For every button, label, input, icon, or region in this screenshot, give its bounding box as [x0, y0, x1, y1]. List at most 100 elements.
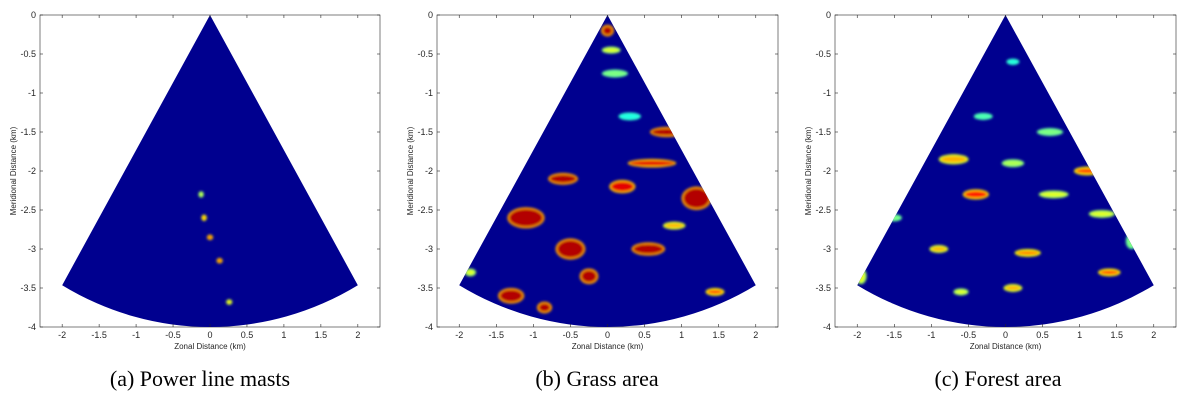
y-tick-label: -2	[823, 166, 831, 176]
hotspot	[208, 236, 212, 239]
x-tick-label: 0.5	[638, 330, 651, 340]
hotspot	[1003, 161, 1023, 166]
y-tick-label: 0	[428, 10, 433, 20]
y-tick-label: -0.5	[417, 49, 433, 59]
hotspot	[975, 114, 991, 118]
y-tick-label: -0.5	[815, 49, 831, 59]
x-tick-label: 1	[1077, 330, 1082, 340]
hotspot	[940, 156, 967, 163]
panel-2: -2 -1.5 -1 -0.5 0 0.5 1 1.5 2 0 -0.5 -1 -1.5 -2 -2.5 -3…	[406, 10, 779, 391]
hotspot	[1008, 60, 1018, 63]
hotspot	[1016, 250, 1039, 255]
hotspot	[550, 174, 576, 183]
y-tick-label: -4	[823, 322, 831, 332]
hotspot	[218, 259, 221, 262]
hotspot	[466, 270, 475, 275]
y-axis-label: Meridional Distance (km)	[9, 126, 18, 215]
hotspot	[603, 48, 619, 52]
x-tick-label: 2	[1151, 330, 1156, 340]
hotspot	[964, 191, 987, 198]
x-tick-label: 0.5	[1036, 330, 1049, 340]
panel-caption: (c) Forest area	[934, 366, 1061, 391]
x-tick-label: 1.5	[315, 330, 328, 340]
y-tick-label: -2.5	[20, 205, 36, 215]
y-tick-label: -3.5	[815, 283, 831, 293]
y-tick-label: 0	[31, 10, 36, 20]
y-tick-label: -3	[823, 244, 831, 254]
y-tick-label: -2	[28, 166, 36, 176]
x-axis-label: Zonal Distance (km)	[174, 342, 246, 351]
y-tick-label: -3.5	[417, 283, 433, 293]
x-tick-label: 0.5	[241, 330, 254, 340]
y-tick-label: -4	[28, 322, 36, 332]
x-tick-label: -2	[58, 330, 66, 340]
y-tick-label: -4	[425, 322, 433, 332]
x-tick-label: 1.5	[712, 330, 725, 340]
x-tick-label: -0.5	[165, 330, 181, 340]
x-tick-label: 1	[281, 330, 286, 340]
x-axis-label: Zonal Distance (km)	[572, 342, 644, 351]
hotspot	[1100, 270, 1119, 275]
panel-caption: (a) Power line masts	[110, 366, 290, 391]
hotspot	[1090, 211, 1113, 216]
x-tick-label: -1	[927, 330, 935, 340]
y-tick-label: -1.5	[20, 127, 36, 137]
hotspot	[203, 216, 205, 219]
y-tick-label: -0.5	[20, 49, 36, 59]
hotspot	[500, 289, 523, 302]
x-tick-label: -1	[529, 330, 537, 340]
y-tick-label: -2.5	[815, 205, 831, 215]
hotspot	[538, 303, 551, 312]
x-tick-label: -0.5	[563, 330, 579, 340]
hotspot	[683, 188, 710, 209]
hotspot	[620, 114, 640, 119]
y-tick-label: -1	[425, 88, 433, 98]
y-tick-label: -2	[425, 166, 433, 176]
hotspot	[707, 289, 723, 294]
y-tick-label: -1	[823, 88, 831, 98]
x-tick-label: 2	[753, 330, 758, 340]
hotspot	[603, 26, 612, 35]
x-tick-label: 2	[355, 330, 360, 340]
hotspot	[931, 247, 947, 251]
panel-1: -2 -1.5 -1 -0.5 0 0.5 1 1.5 2 0 -0.5 -1 -1.5 -2 -2.5 -3…	[9, 10, 381, 391]
x-tick-label: 1.5	[1110, 330, 1123, 340]
hotspot	[611, 181, 634, 192]
x-tick-label: -1.5	[887, 330, 903, 340]
hotspot	[509, 209, 543, 227]
x-tick-label: -0.5	[961, 330, 977, 340]
x-axis-label: Zonal Distance (km)	[970, 342, 1042, 351]
y-tick-label: -1	[28, 88, 36, 98]
hotspot	[1040, 192, 1067, 197]
y-tick-label: -1.5	[417, 127, 433, 137]
hotspot	[557, 240, 584, 258]
x-tick-label: 0	[605, 330, 610, 340]
y-tick-label: -3.5	[20, 283, 36, 293]
y-tick-label: -3	[28, 244, 36, 254]
hotspot	[1005, 286, 1021, 290]
y-tick-label: 0	[826, 10, 831, 20]
hotspot	[629, 160, 675, 166]
x-tick-label: -2	[853, 330, 861, 340]
y-tick-label: -2.5	[417, 205, 433, 215]
panel-3: -2 -1.5 -1 -0.5 0 0.5 1 1.5 2 0 -0.5 -1 -1.5 -2 -2.5 -3…	[804, 10, 1177, 391]
panel-caption: (b) Grass area	[535, 366, 659, 391]
radar-sector	[62, 15, 358, 327]
y-tick-label: -1.5	[815, 127, 831, 137]
y-axis-label: Meridional Distance (km)	[804, 126, 813, 215]
radar-sector	[459, 15, 756, 327]
hotspot	[664, 223, 684, 228]
hotspot	[200, 193, 202, 196]
x-tick-label: -1.5	[91, 330, 107, 340]
hotspot	[581, 270, 597, 283]
x-tick-label: 0	[207, 330, 212, 340]
x-tick-label: 1	[679, 330, 684, 340]
hotspot	[1038, 130, 1062, 134]
hotspot	[633, 244, 664, 254]
y-axis-label: Meridional Distance (km)	[406, 126, 415, 215]
x-tick-label: 0	[1003, 330, 1008, 340]
x-tick-label: -2	[455, 330, 463, 340]
x-tick-label: -1.5	[489, 330, 505, 340]
x-tick-label: -1	[132, 330, 140, 340]
